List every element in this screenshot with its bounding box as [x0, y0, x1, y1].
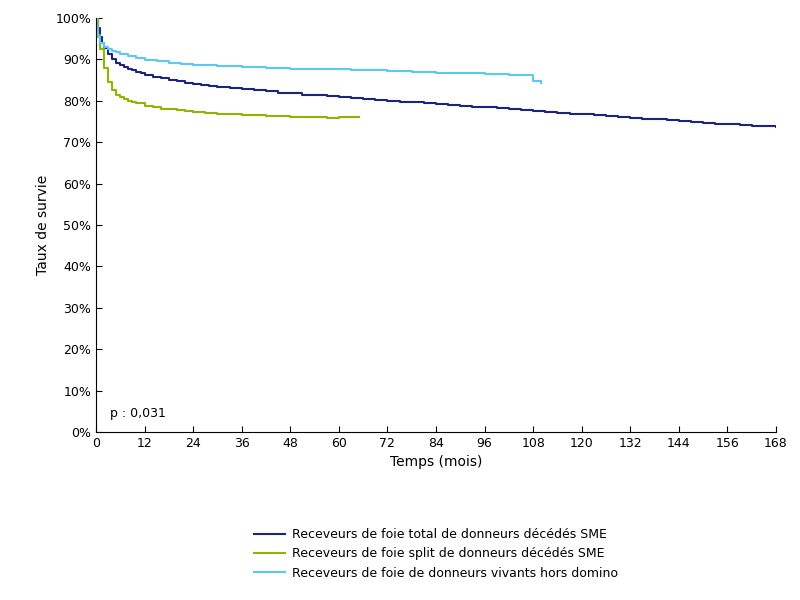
Receveurs de foie de donneurs vivants hors domino	[93, 25, 102, 32]
Receveurs de foie total de donneurs décédés SME	[650, 116, 659, 123]
Receveurs de foie split de donneurs décédés SME	[225, 110, 234, 118]
Receveurs de foie de donneurs vivants hors domino	[407, 68, 417, 76]
Receveurs de foie total de donneurs décédés SME	[91, 14, 101, 22]
Receveurs de foie split de donneurs décédés SME	[354, 113, 364, 120]
Receveurs de foie split de donneurs décédés SME	[172, 107, 182, 114]
Y-axis label: Taux de survie: Taux de survie	[36, 175, 50, 275]
Receveurs de foie de donneurs vivants hors domino	[107, 47, 117, 55]
Receveurs de foie de donneurs vivants hors domino	[346, 66, 356, 73]
Line: Receveurs de foie de donneurs vivants hors domino: Receveurs de foie de donneurs vivants ho…	[96, 18, 542, 83]
Receveurs de foie total de donneurs décédés SME	[172, 78, 182, 85]
Receveurs de foie split de donneurs décédés SME	[107, 87, 117, 94]
Receveurs de foie de donneurs vivants hors domino	[188, 61, 198, 68]
Receveurs de foie de donneurs vivants hors domino	[334, 66, 344, 73]
X-axis label: Temps (mois): Temps (mois)	[390, 455, 482, 469]
Receveurs de foie total de donneurs décédés SME	[771, 123, 781, 130]
Receveurs de foie total de donneurs décédés SME	[156, 75, 166, 82]
Receveurs de foie split de donneurs décédés SME	[201, 109, 210, 116]
Receveurs de foie split de donneurs décédés SME	[95, 46, 105, 53]
Line: Receveurs de foie total de donneurs décédés SME: Receveurs de foie total de donneurs décé…	[96, 18, 776, 127]
Receveurs de foie split de donneurs décédés SME	[274, 113, 283, 120]
Receveurs de foie split de donneurs décédés SME	[298, 113, 307, 121]
Receveurs de foie split de donneurs décédés SME	[99, 64, 109, 71]
Receveurs de foie de donneurs vivants hors domino	[213, 62, 222, 70]
Receveurs de foie de donneurs vivants hors domino	[140, 56, 150, 64]
Receveurs de foie split de donneurs décédés SME	[111, 91, 121, 98]
Receveurs de foie de donneurs vivants hors domino	[455, 70, 465, 77]
Receveurs de foie de donneurs vivants hors domino	[91, 14, 101, 22]
Receveurs de foie split de donneurs décédés SME	[132, 100, 142, 107]
Receveurs de foie split de donneurs décédés SME	[103, 79, 113, 86]
Receveurs de foie de donneurs vivants hors domino	[164, 59, 174, 67]
Receveurs de foie de donneurs vivants hors domino	[95, 39, 105, 46]
Receveurs de foie split de donneurs décédés SME	[94, 31, 103, 38]
Receveurs de foie total de donneurs décédés SME	[638, 115, 647, 122]
Receveurs de foie de donneurs vivants hors domino	[152, 58, 162, 65]
Receveurs de foie de donneurs vivants hors domino	[99, 43, 109, 50]
Receveurs de foie de donneurs vivants hors domino	[115, 50, 125, 58]
Receveurs de foie split de donneurs décédés SME	[322, 114, 331, 121]
Receveurs de foie split de donneurs décédés SME	[286, 113, 295, 120]
Receveurs de foie split de donneurs décédés SME	[91, 14, 101, 22]
Receveurs de foie split de donneurs décédés SME	[261, 112, 270, 119]
Receveurs de foie split de donneurs décédés SME	[148, 104, 158, 111]
Receveurs de foie split de donneurs décédés SME	[119, 95, 129, 103]
Receveurs de foie split de donneurs décédés SME	[123, 97, 133, 104]
Receveurs de foie split de donneurs décédés SME	[334, 113, 344, 120]
Receveurs de foie de donneurs vivants hors domino	[286, 65, 295, 72]
Receveurs de foie de donneurs vivants hors domino	[310, 65, 319, 73]
Receveurs de foie de donneurs vivants hors domino	[94, 33, 103, 40]
Receveurs de foie de donneurs vivants hors domino	[504, 71, 514, 79]
Receveurs de foie total de donneurs décédés SME	[197, 81, 206, 88]
Receveurs de foie split de donneurs décédés SME	[237, 111, 246, 118]
Receveurs de foie de donneurs vivants hors domino	[261, 64, 270, 71]
Receveurs de foie de donneurs vivants hors domino	[537, 79, 546, 86]
Receveurs de foie split de donneurs décédés SME	[140, 102, 150, 109]
Legend: Receveurs de foie total de donneurs décédés SME, Receveurs de foie split de donn: Receveurs de foie total de donneurs décé…	[249, 523, 623, 584]
Receveurs de foie de donneurs vivants hors domino	[528, 77, 538, 85]
Line: Receveurs de foie split de donneurs décédés SME: Receveurs de foie split de donneurs décé…	[96, 18, 359, 118]
Receveurs de foie split de donneurs décédés SME	[346, 113, 356, 120]
Receveurs de foie de donneurs vivants hors domino	[132, 55, 142, 62]
Receveurs de foie split de donneurs décédés SME	[128, 98, 138, 106]
Receveurs de foie de donneurs vivants hors domino	[480, 71, 490, 78]
Text: p : 0,031: p : 0,031	[110, 407, 166, 419]
Receveurs de foie de donneurs vivants hors domino	[176, 61, 186, 68]
Receveurs de foie de donneurs vivants hors domino	[237, 63, 246, 70]
Receveurs de foie split de donneurs décédés SME	[115, 93, 125, 100]
Receveurs de foie de donneurs vivants hors domino	[382, 67, 392, 74]
Receveurs de foie de donneurs vivants hors domino	[123, 52, 133, 59]
Receveurs de foie de donneurs vivants hors domino	[358, 67, 368, 74]
Receveurs de foie total de donneurs décédés SME	[394, 98, 404, 105]
Receveurs de foie de donneurs vivants hors domino	[111, 49, 121, 56]
Receveurs de foie split de donneurs décédés SME	[213, 110, 222, 117]
Receveurs de foie split de donneurs décédés SME	[180, 107, 190, 115]
Receveurs de foie de donneurs vivants hors domino	[103, 46, 113, 53]
Receveurs de foie split de donneurs décédés SME	[249, 112, 258, 119]
Receveurs de foie de donneurs vivants hors domino	[431, 69, 441, 76]
Receveurs de foie split de donneurs décédés SME	[164, 106, 174, 113]
Receveurs de foie split de donneurs décédés SME	[188, 109, 198, 116]
Receveurs de foie split de donneurs décédés SME	[156, 105, 166, 112]
Receveurs de foie split de donneurs décédés SME	[310, 114, 319, 121]
